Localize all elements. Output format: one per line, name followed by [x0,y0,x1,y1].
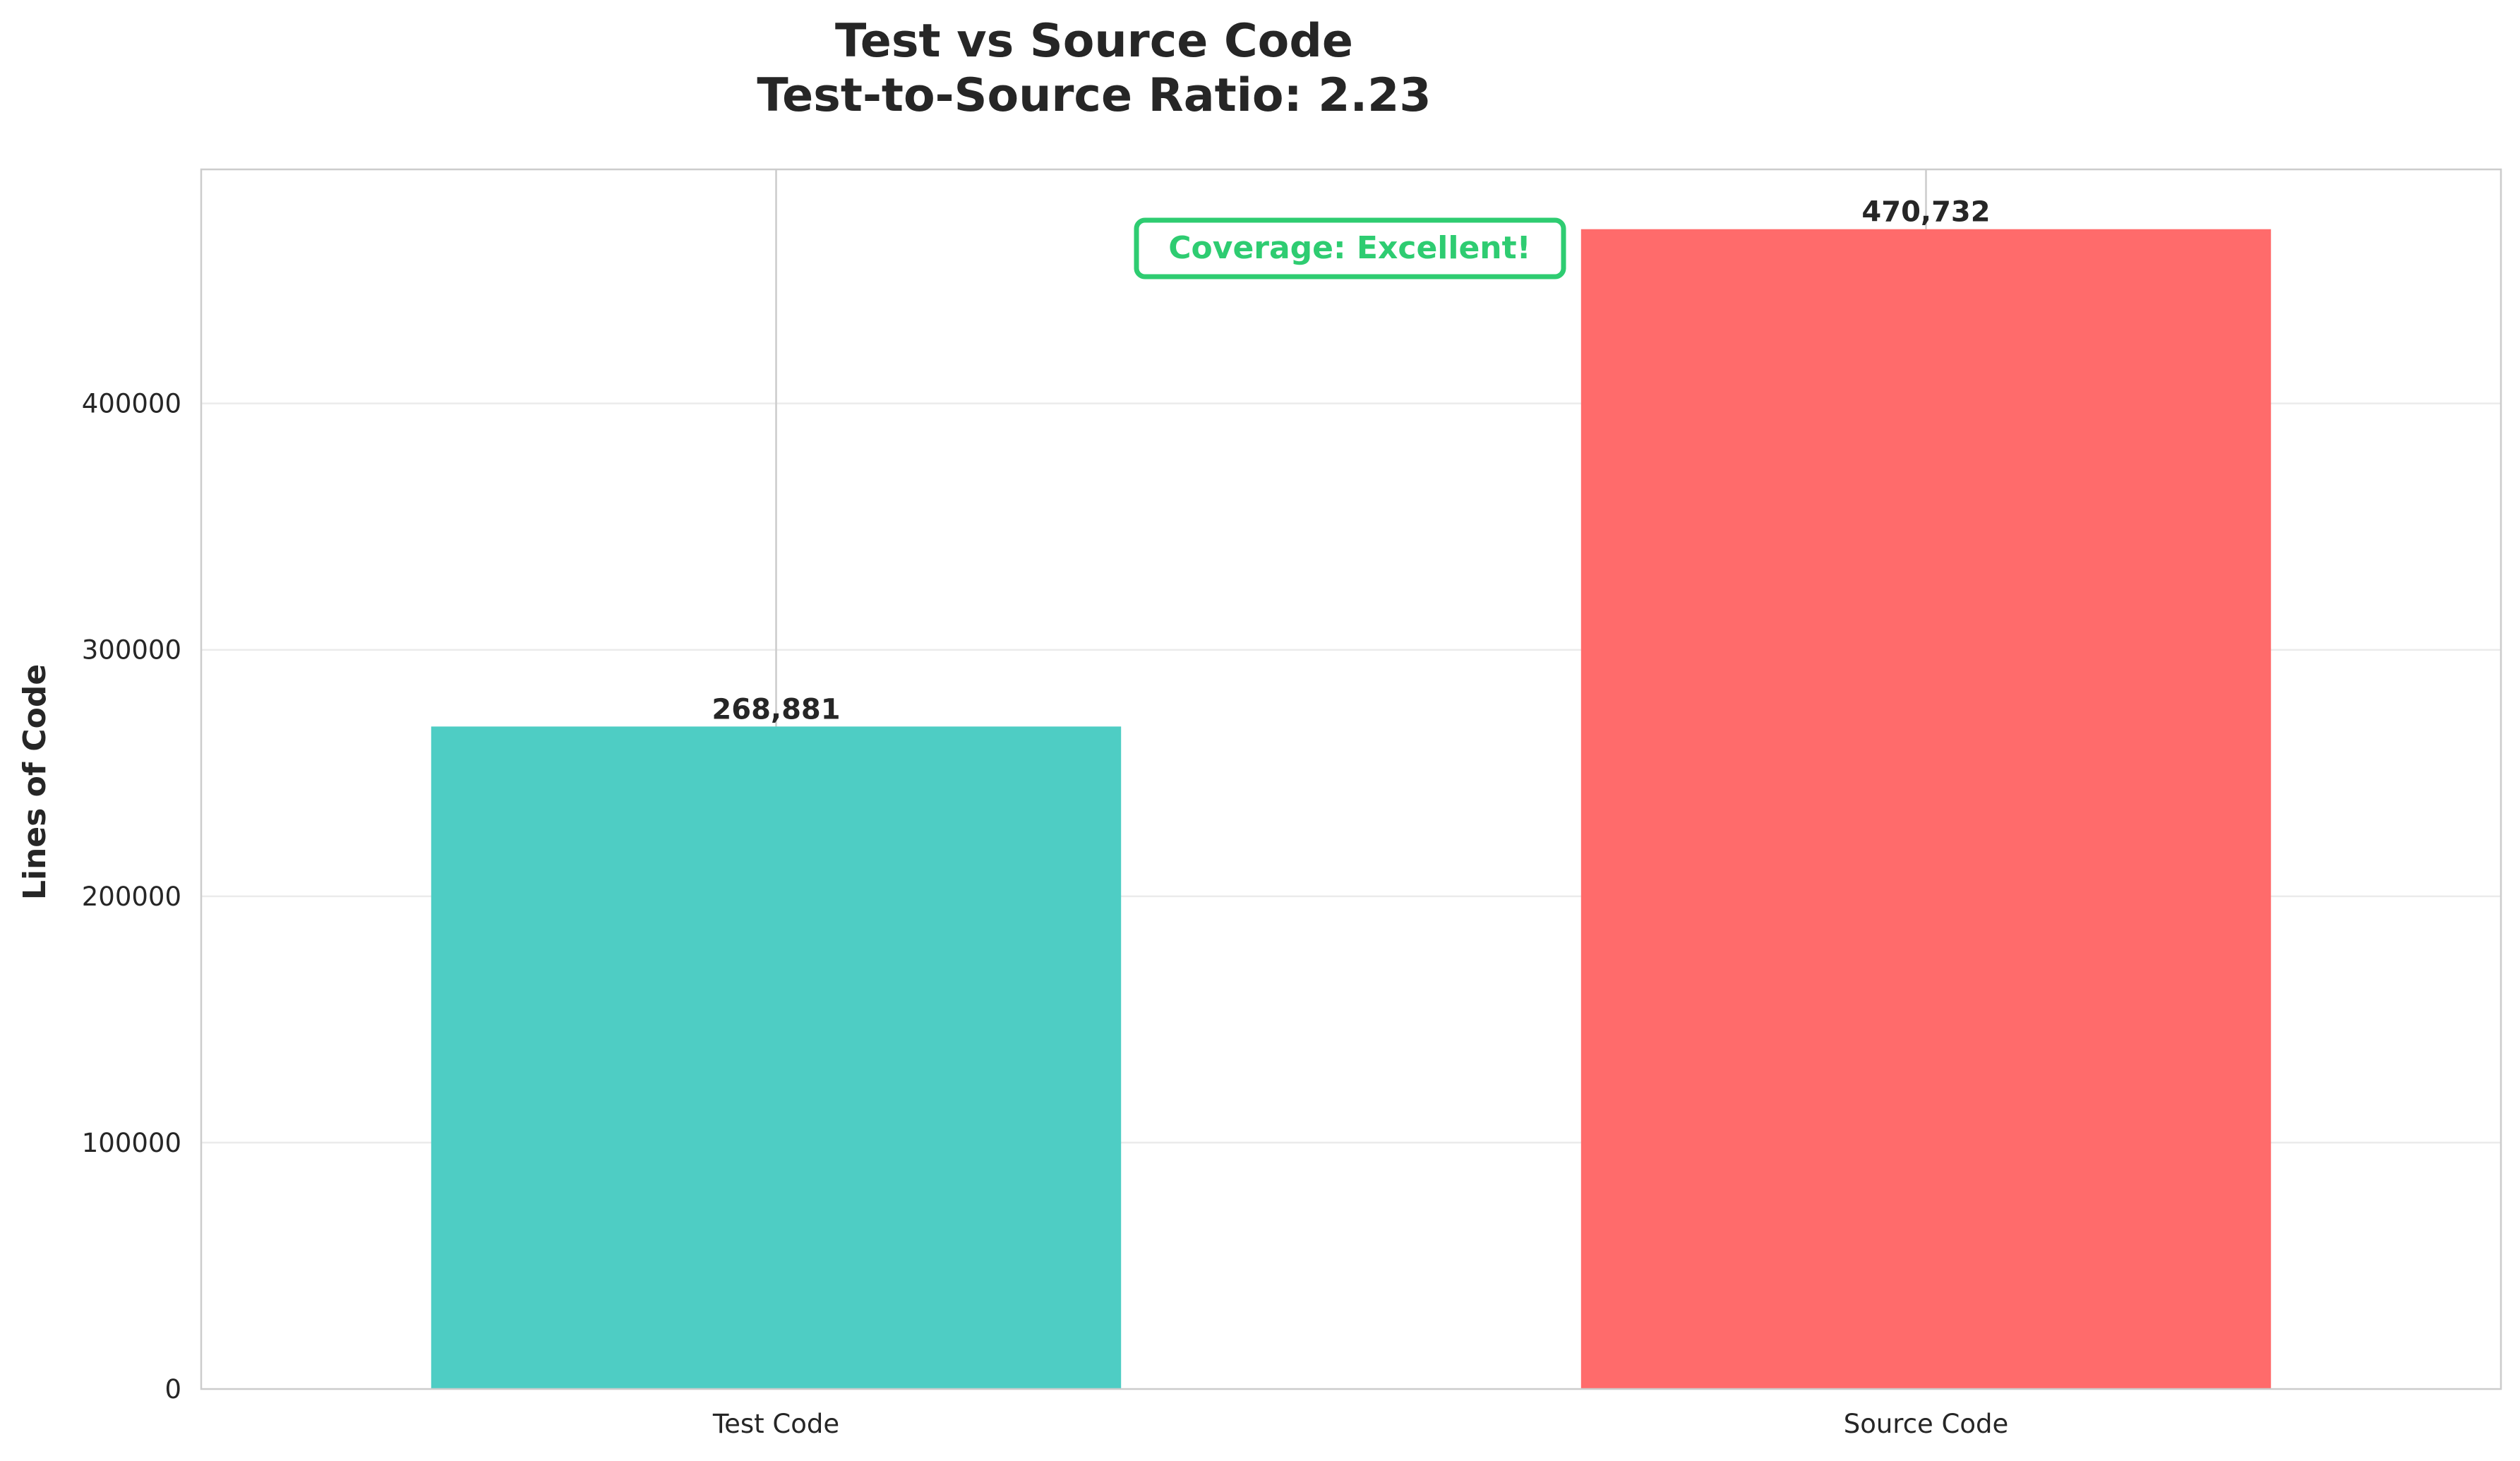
chart-subtitle: Test-to-Source Ratio: 2.23 [757,69,1431,122]
bars [431,229,2272,1389]
y-axis-label: Lines of Code [17,664,53,900]
y-tick-label: 300000 [82,635,181,666]
bar-value-label: 268,881 [712,693,840,726]
y-tick-label: 100000 [82,1128,181,1158]
y-tick-label: 0 [164,1374,181,1405]
bar [431,726,1122,1389]
bar [1580,229,2272,1389]
bar-value-labels: 268,881 470,732 [712,196,1990,726]
x-tick-label: Source Code [1844,1409,2009,1439]
coverage-annotation: Coverage: Excellent! [1134,217,1566,279]
y-tick-label: 400000 [82,389,181,419]
y-tick-label: 200000 [82,882,181,912]
y-axis-ticks: 0 100000 200000 300000 400000 [82,389,181,1405]
annotation-text: Coverage: Excellent! [1168,230,1530,266]
x-axis-ticks: Test Code Source Code [712,1409,2008,1439]
plot-frame [200,168,2502,1390]
x-tick-label: Test Code [712,1409,839,1439]
bar-value-label: 470,732 [1861,196,1990,229]
annotation-box [1134,217,1566,279]
chart-title: Test vs Source Code [835,15,1353,68]
